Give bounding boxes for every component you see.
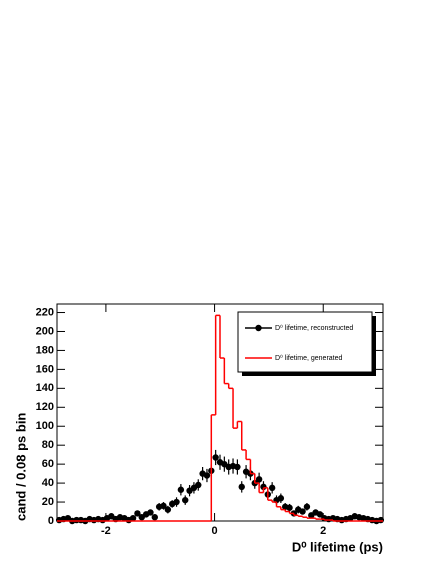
data-point — [147, 509, 154, 516]
legend-marker — [255, 324, 262, 332]
y-tick-label: 0 — [48, 515, 54, 527]
data-point — [212, 454, 219, 461]
y-tick-label: 160 — [36, 363, 54, 375]
data-point — [151, 514, 158, 521]
y-tick-label: 40 — [42, 477, 54, 489]
data-point — [238, 483, 245, 491]
data-point — [255, 476, 263, 483]
data-point — [129, 514, 137, 522]
data-point — [160, 502, 167, 510]
x-tick-label: 0 — [212, 525, 218, 537]
data-point — [173, 498, 180, 506]
y-tick-label: 220 — [36, 306, 54, 318]
data-point — [177, 486, 185, 493]
y-tick-label: 20 — [42, 496, 54, 508]
data-point — [299, 508, 306, 515]
data-point — [377, 516, 385, 524]
legend-box — [237, 311, 373, 373]
y-tick-label: 100 — [36, 420, 54, 432]
data-point — [134, 510, 141, 517]
x-axis-label: D⁰ lifetime (ps) — [292, 539, 383, 554]
data-point — [286, 504, 293, 511]
data-point — [234, 463, 241, 471]
data-point — [203, 472, 211, 479]
legend-label: D⁰ lifetime, reconstructed — [275, 324, 353, 332]
y-tick-label: 80 — [42, 439, 54, 451]
x-tick-label: 2 — [320, 525, 326, 537]
data-point — [164, 506, 172, 513]
data-point — [316, 511, 324, 518]
data-point — [268, 484, 276, 492]
y-tick-label: 200 — [36, 325, 54, 337]
y-tick-label: 180 — [36, 344, 54, 356]
x-tick-label: -2 — [101, 525, 111, 537]
data-point — [277, 495, 285, 502]
y-axis-label: cand / 0.08 ps bin — [13, 413, 28, 521]
data-point — [195, 481, 202, 489]
data-point — [303, 503, 311, 510]
y-tick-label: 140 — [36, 382, 54, 394]
y-tick-label: 120 — [36, 401, 54, 413]
plot-frame — [56, 303, 384, 522]
y-tick-label: 60 — [42, 458, 54, 470]
legend-label: D⁰ lifetime, generated — [275, 354, 343, 362]
data-point — [182, 496, 189, 504]
